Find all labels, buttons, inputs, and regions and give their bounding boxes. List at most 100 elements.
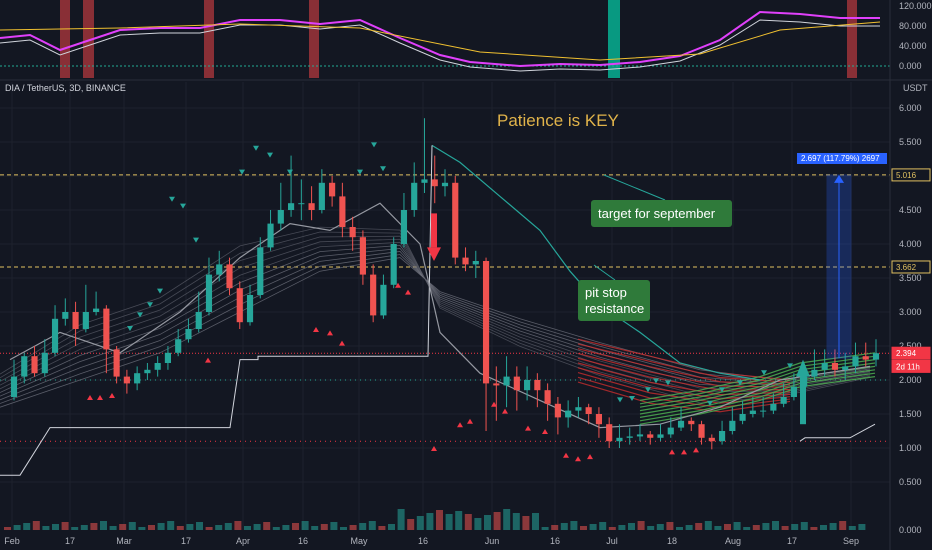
y-tick-label: 4.500 [899,205,922,215]
td-buy-marker [205,357,211,363]
red-ribbon-line [577,357,791,391]
candle-body [749,410,756,414]
candle-body [51,318,59,353]
y-tick-label: 6.000 [899,103,922,113]
volume-bar [90,523,98,530]
volume-bar [378,526,386,530]
volume-bar [359,523,367,530]
candle-body [205,274,213,312]
volume-bar [368,521,376,530]
red-ribbon-line [577,362,791,396]
volume-bar [560,523,568,530]
volume-bar [349,525,357,530]
td-sell-marker [629,396,635,402]
volume-bar [666,522,674,530]
candle-body [123,376,130,384]
td-sell-marker [357,169,363,175]
td-buy-marker [431,446,437,451]
volume-bar [167,521,175,530]
volume-bar [176,526,184,530]
td-sell-marker [287,169,293,175]
candle-body [698,424,705,438]
volume-bar [599,522,607,530]
candle-body [195,312,202,329]
y-tick-label: 3.000 [899,307,922,317]
candle-body [411,182,418,210]
candle-body [565,410,572,418]
candle-body [544,390,551,404]
volume-bar [282,525,290,530]
green-arrow-head [796,359,810,377]
candle-body [144,369,151,374]
volume-bar [196,522,203,530]
x-tick-label: Aug [725,536,741,546]
x-tick-label: 16 [298,536,308,546]
osc-red-band [83,0,94,78]
volume-bar [493,512,501,530]
volume-bar [301,521,309,530]
volume-bar [292,523,299,530]
candle-body [287,203,295,210]
candle-body [113,349,120,377]
candle-body [10,376,18,397]
candle-body [246,295,254,323]
red-ribbon-line [577,371,791,404]
volume-bar [253,524,261,530]
candle-body [780,397,787,404]
candle-body [277,210,284,224]
candle-body [729,420,736,431]
measure-label: 2.697 (117.79%) 2697 [801,154,880,163]
td-buy-marker [467,418,473,424]
x-tick-label: Jul [606,536,618,546]
volume-bar [484,515,491,530]
td-sell-marker [380,166,386,172]
y-tick-label: 0.500 [899,477,922,487]
volume-bar [762,523,770,530]
candle-body [400,210,408,244]
td-buy-marker [542,429,548,434]
volume-bar [724,524,731,530]
volume-bar [234,521,242,530]
volume-tick-label: 0.000 [899,525,922,535]
candle-body [164,352,172,363]
td-buy-marker [457,422,463,428]
td-buy-marker [327,330,333,336]
volume-bar [714,526,722,530]
green-ribbon-line [639,376,876,425]
td-buy-marker [395,282,401,288]
td-sell-marker [645,387,651,393]
candle-body [62,312,69,319]
osc-tick-label: 0.000 [899,61,922,71]
td-buy-marker [339,340,345,346]
volume-bar [186,524,194,530]
td-buy-marker [681,449,687,455]
candle-body [370,274,377,316]
volume-bar [71,527,79,530]
td-buy-marker [491,401,497,407]
candle-body [626,436,633,438]
candle-body [82,312,89,329]
td-sell-marker [737,380,743,386]
annotations [87,142,852,462]
td-sell-marker [653,378,659,384]
red-arrow-head [427,247,441,261]
x-tick-label: May [350,536,368,546]
candle-body [339,196,346,227]
volume-bar [272,527,280,530]
candle-body [503,376,510,386]
volume-bar [647,526,655,530]
volume-bar [128,522,136,530]
x-tick-label: 16 [418,536,428,546]
td-sell-marker [787,363,793,369]
candle-body [175,339,182,353]
x-tick-label: Feb [4,536,20,546]
volume-bar [772,521,779,530]
td-buy-marker [575,456,581,462]
volume-bar [743,527,751,530]
td-buy-marker [87,395,93,400]
volume-bar [407,519,415,530]
osc-red-band [309,0,319,78]
osc-tick-label: 80.000 [899,21,927,31]
candle-body [872,353,880,360]
volume-bar [80,525,88,530]
